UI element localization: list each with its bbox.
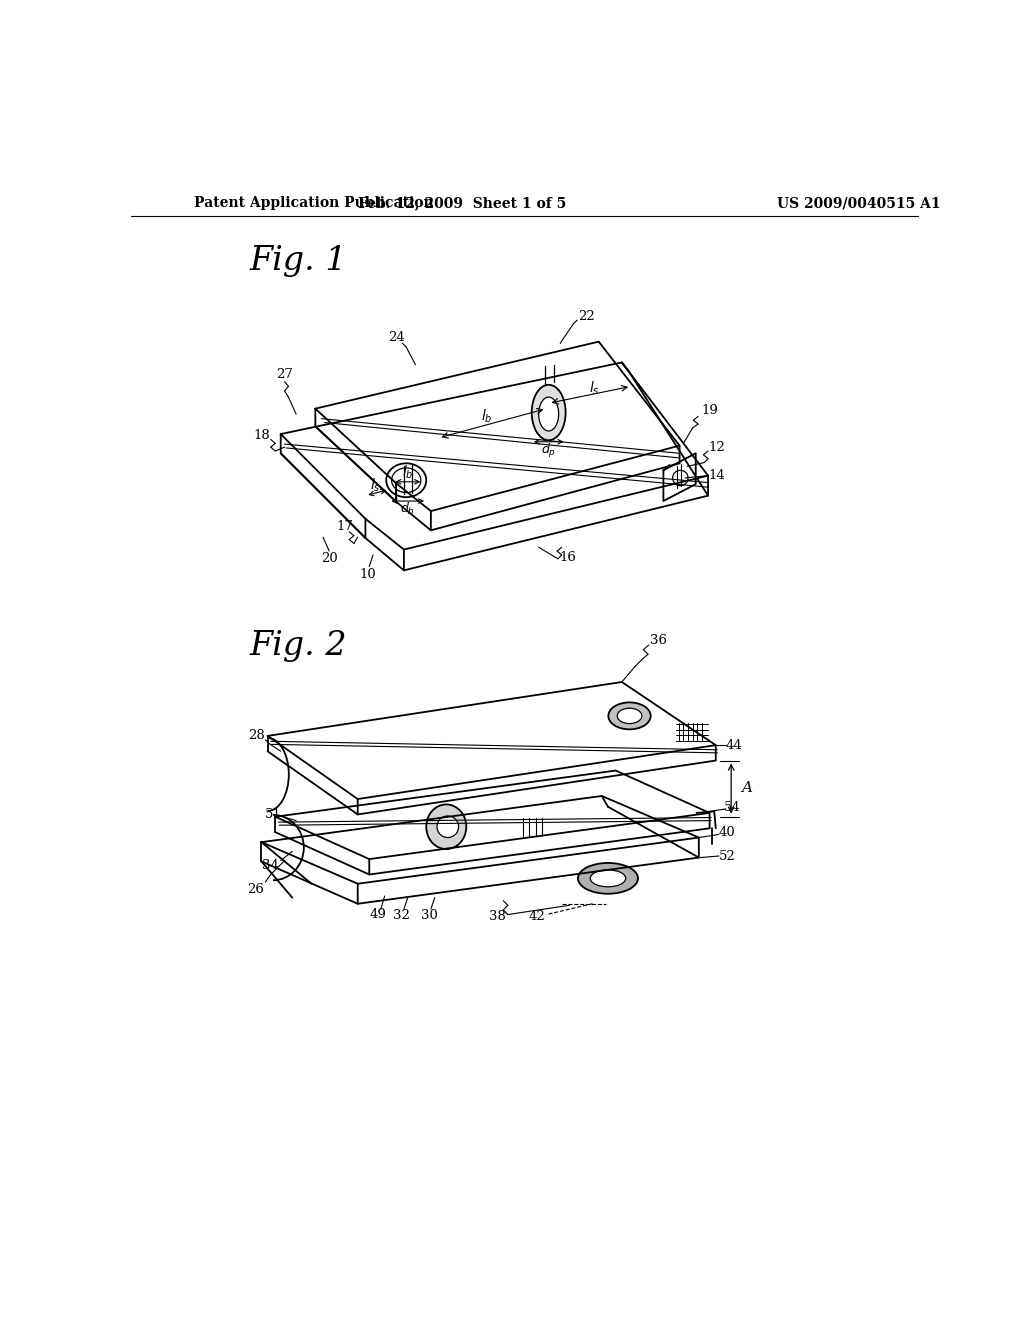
Text: 20: 20 (321, 552, 338, 565)
Text: 22: 22 (578, 310, 595, 323)
Text: 36: 36 (649, 634, 667, 647)
Text: $d_h$: $d_h$ (400, 500, 415, 517)
Text: 30: 30 (421, 908, 437, 921)
Text: 38: 38 (488, 911, 506, 924)
Ellipse shape (386, 463, 426, 498)
Text: Feb. 12, 2009  Sheet 1 of 5: Feb. 12, 2009 Sheet 1 of 5 (357, 197, 566, 210)
Text: 24: 24 (388, 331, 406, 345)
Text: $l_b$: $l_b$ (402, 463, 414, 482)
Ellipse shape (608, 702, 650, 730)
Text: 40: 40 (719, 826, 735, 840)
Ellipse shape (437, 816, 459, 837)
Text: 12: 12 (709, 441, 726, 454)
Text: $l_b$: $l_b$ (480, 408, 493, 425)
Ellipse shape (590, 870, 626, 887)
Text: 42: 42 (528, 909, 546, 923)
Text: A: A (741, 781, 752, 795)
Text: $l_s$: $l_s$ (589, 380, 599, 397)
Text: 16: 16 (559, 550, 577, 564)
Text: 27: 27 (276, 367, 293, 380)
Ellipse shape (531, 385, 565, 441)
Text: 51: 51 (264, 808, 282, 821)
Text: Fig. 1: Fig. 1 (250, 246, 347, 277)
Ellipse shape (539, 397, 559, 430)
Ellipse shape (617, 708, 642, 723)
Text: 49: 49 (370, 908, 387, 921)
Text: 26: 26 (247, 883, 264, 896)
Text: $d_p$: $d_p$ (541, 442, 556, 459)
Text: 10: 10 (359, 568, 376, 581)
Text: 52: 52 (719, 850, 735, 862)
Text: 44: 44 (725, 739, 741, 751)
Text: 14: 14 (709, 469, 726, 482)
Ellipse shape (426, 804, 466, 849)
Ellipse shape (578, 863, 638, 894)
Text: Fig. 2: Fig. 2 (250, 630, 347, 663)
Text: 17: 17 (336, 520, 353, 533)
Text: 18: 18 (253, 429, 270, 442)
Text: 32: 32 (393, 908, 410, 921)
Text: 54: 54 (724, 801, 741, 814)
Text: 28: 28 (248, 729, 264, 742)
Text: US 2009/0040515 A1: US 2009/0040515 A1 (777, 197, 941, 210)
Ellipse shape (673, 470, 688, 486)
Text: 34: 34 (262, 859, 280, 871)
Text: Patent Application Publication: Patent Application Publication (194, 197, 433, 210)
Text: $l_s$: $l_s$ (370, 477, 381, 495)
Text: 19: 19 (701, 404, 718, 417)
